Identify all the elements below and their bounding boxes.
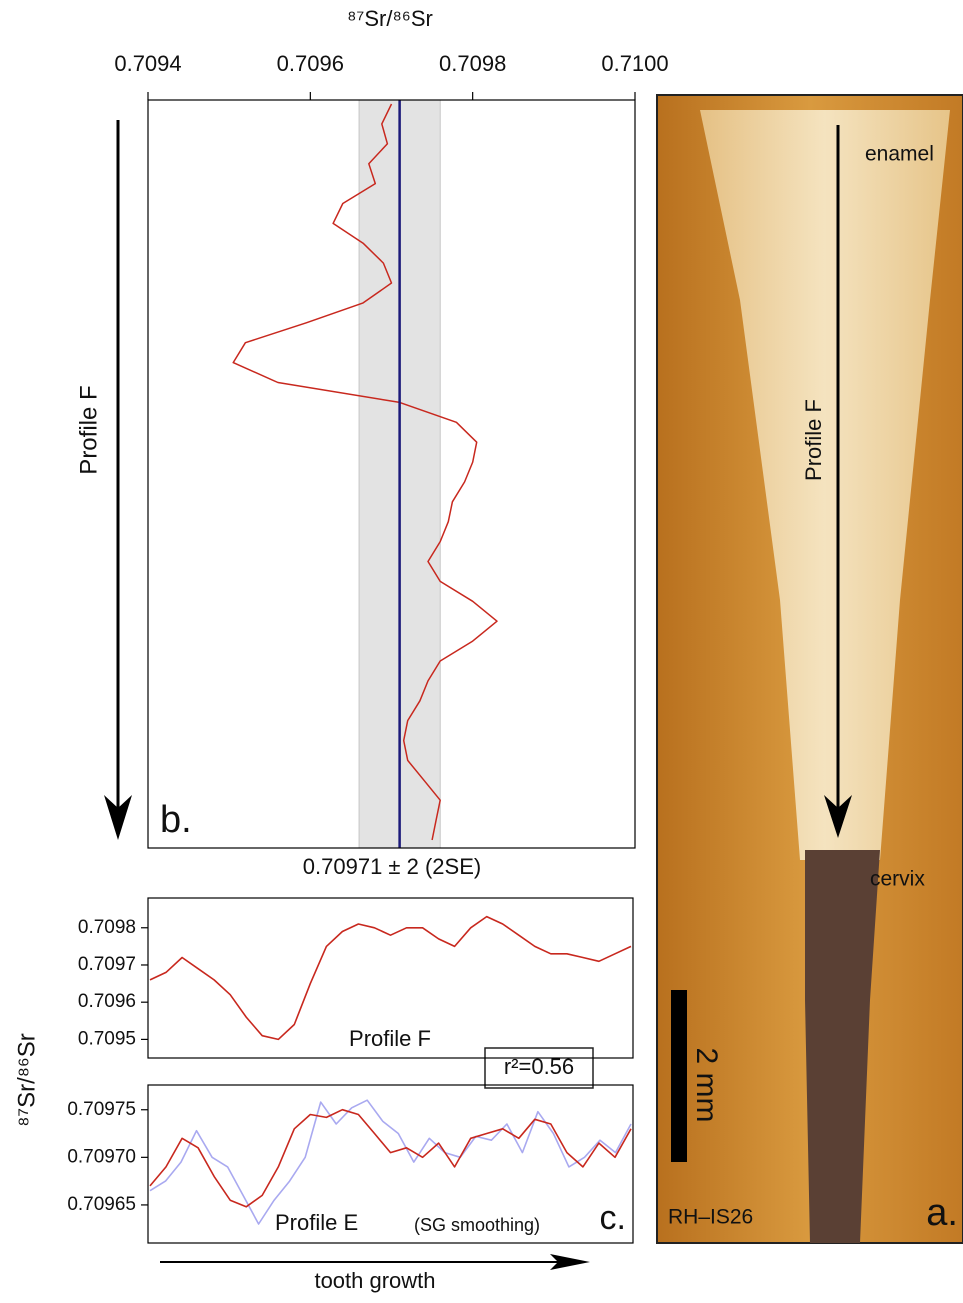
tooth-cervix xyxy=(805,850,880,1243)
panel-label: b. xyxy=(160,799,192,841)
scale-bar xyxy=(671,990,687,1162)
tooth-enamel xyxy=(700,110,950,860)
annotation: 0.70971 ± 2 (2SE) xyxy=(303,854,481,879)
sample-label: RH–IS26 xyxy=(668,1206,753,1229)
plot-frame xyxy=(147,99,636,849)
photo-label: Profile F xyxy=(801,399,826,481)
x-tick-label: 0.7100 xyxy=(601,51,668,76)
photo-panel: enamel Profile F cervix 2 mm RH–IS26 a. xyxy=(656,94,963,1244)
panel-label: a. xyxy=(926,1192,958,1234)
data-line xyxy=(232,103,498,841)
x-tick-label: 0.7094 xyxy=(114,51,181,76)
photo-label: enamel xyxy=(865,143,934,166)
x-tick-label: 0.7096 xyxy=(277,51,344,76)
y-tick-label: 0.7097 xyxy=(78,954,136,975)
chart: 0.7095 0.7096 0.7097 0.7098 xyxy=(78,897,634,1059)
axis-title: ⁸⁷Sr/⁸⁶Sr xyxy=(347,6,433,31)
y-tick-label: 0.70970 xyxy=(67,1146,136,1167)
panel-label: c. xyxy=(600,1199,626,1237)
scale-label: 2 mm xyxy=(690,1048,723,1123)
y-tick-label: 0.7096 xyxy=(78,991,136,1012)
data-line xyxy=(149,1108,632,1208)
series-note: (SG smoothing) xyxy=(414,1215,540,1235)
y-axis-title: ⁸⁷Sr/⁸⁶Sr xyxy=(13,1033,40,1126)
annotation-box xyxy=(484,1047,594,1089)
arrow-head xyxy=(550,1254,590,1270)
arrow-label: Profile F xyxy=(75,385,102,474)
data-line xyxy=(149,915,632,1041)
arrow-head xyxy=(104,795,132,840)
chart: 0.70965 0.70970 0.70975 xyxy=(67,1084,634,1244)
y-tick-label: 0.7098 xyxy=(78,917,136,938)
photo-label: cervix xyxy=(870,868,925,891)
y-tick-label: 0.70975 xyxy=(67,1099,136,1120)
series-label: Profile E xyxy=(275,1210,358,1235)
series-label: Profile F xyxy=(349,1026,431,1051)
x-tick-label: 0.7098 xyxy=(439,51,506,76)
y-tick-label: 0.70965 xyxy=(67,1194,136,1215)
plot-frame xyxy=(147,1084,634,1244)
y-tick-label: 0.7095 xyxy=(78,1028,136,1049)
plot-frame xyxy=(147,897,634,1059)
x-axis-title: tooth growth xyxy=(314,1268,435,1293)
data-line xyxy=(149,1099,632,1225)
chart: 0.7094 0.7096 0.7098 0.7100 xyxy=(114,51,669,849)
arrow-head xyxy=(824,795,852,838)
